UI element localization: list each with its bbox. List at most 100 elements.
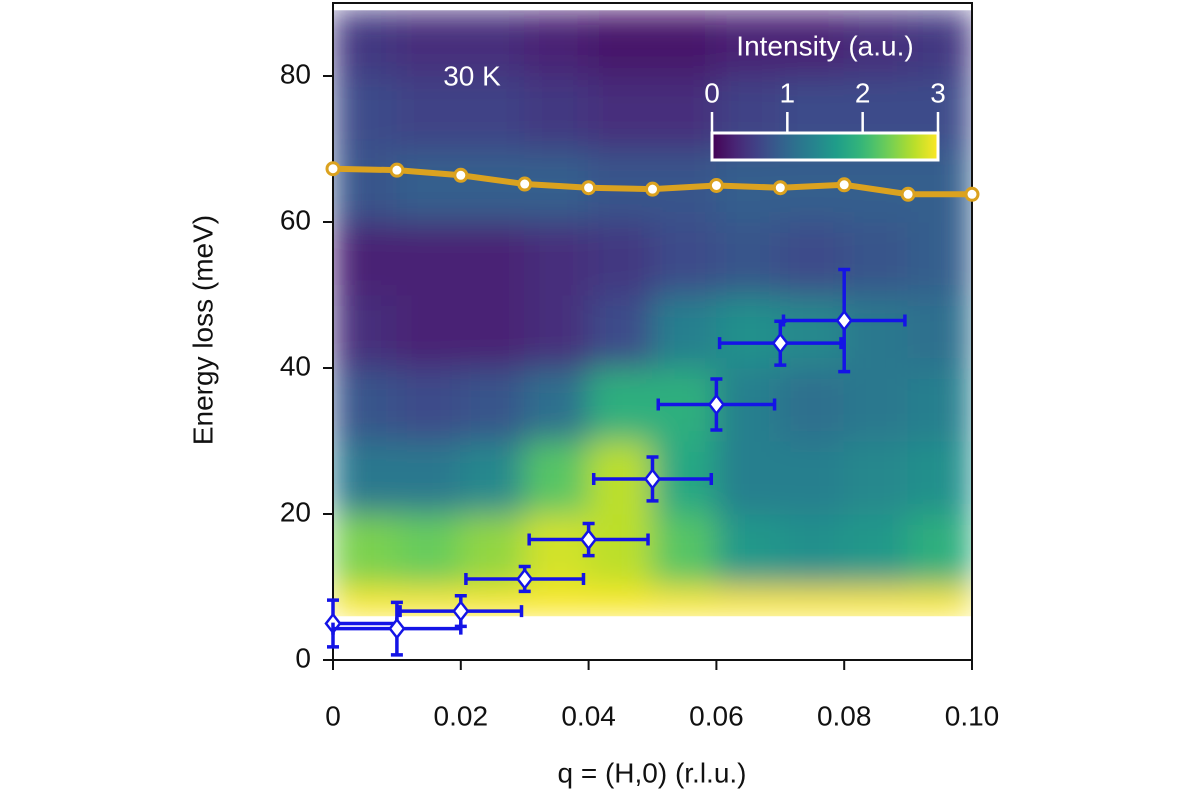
heatmap-cell: [588, 586, 653, 617]
heatmap-cell: [460, 294, 526, 369]
heatmap-cell: [907, 367, 972, 442]
heatmap-cell: [843, 221, 909, 296]
heatmap-cell: [524, 586, 590, 617]
point: [964, 186, 980, 202]
heatmap-cell: [396, 440, 462, 515]
heatmap-cell: [333, 440, 398, 515]
colorbar-tick-label: 1: [780, 77, 796, 108]
heatmap-cell: [715, 440, 781, 515]
heatmap-cell: [333, 513, 398, 588]
heatmap-cell: [396, 75, 462, 150]
heatmap-cell: [843, 513, 909, 588]
heatmap-cell: [588, 513, 653, 588]
heatmap-cell: [715, 221, 781, 296]
diamond-marker: [643, 467, 662, 490]
heatmap-cell: [524, 75, 590, 150]
heatmap-cell: [652, 75, 717, 150]
heatmap-cell: [588, 10, 653, 77]
y-axis-label: Energy loss (meV): [187, 215, 218, 445]
heatmap-cell: [652, 513, 717, 588]
heatmap-cell: [588, 221, 653, 296]
heatmap-cell: [396, 148, 462, 223]
point: [389, 162, 405, 178]
heatmap-cell: [843, 10, 909, 77]
x-axis-label: q = (H,0) (r.l.u.): [557, 757, 746, 788]
y-tick-label: 60: [280, 204, 311, 235]
heatmap-cell: [907, 586, 972, 617]
heatmap-cell: [396, 294, 462, 369]
heatmap-cell: [652, 221, 717, 296]
x-tick-label: 0.06: [689, 700, 744, 731]
heatmap-cell: [524, 10, 590, 77]
heatmap-cell: [779, 367, 845, 442]
heatmap-cell: [333, 148, 398, 223]
point: [772, 180, 788, 196]
heatmap-cell: [907, 513, 972, 588]
heatmap-cell: [460, 75, 526, 150]
heatmap: [333, 10, 972, 617]
heatmap-cells: [333, 10, 972, 617]
point: [453, 167, 469, 183]
heatmap-cell: [779, 440, 845, 515]
heatmap-cell: [524, 294, 590, 369]
heatmap-cell: [715, 294, 781, 369]
heatmap-cell: [907, 221, 972, 296]
heatmap-cell: [652, 10, 717, 77]
heatmap-cell: [779, 586, 845, 617]
diamond-marker: [707, 393, 725, 416]
heatmap-cell: [460, 221, 526, 296]
colorbar-tick-label: 0: [704, 77, 720, 108]
heatmap-cell: [524, 367, 590, 442]
colorbar-title: Intensity (a.u.): [736, 30, 913, 61]
heatmap-cell: [588, 75, 653, 150]
diamond-marker: [516, 567, 534, 591]
heatmap-cell: [907, 440, 972, 515]
heatmap-cell: [779, 10, 845, 77]
heatmap-cell: [333, 10, 398, 77]
y-tick-label: 20: [280, 496, 311, 527]
diamond-marker: [835, 309, 853, 332]
heatmap-cell: [843, 440, 909, 515]
diamond-marker: [771, 332, 789, 355]
plot-frame: [332, 2, 973, 661]
heatmap-cell: [333, 586, 398, 617]
point: [900, 186, 916, 202]
heatmap-cell: [715, 10, 781, 77]
heatmap-cell: [460, 10, 526, 77]
heatmap-cell: [588, 367, 653, 442]
heatmap-cell: [524, 513, 590, 588]
heatmap-cell: [907, 10, 972, 77]
heatmap-cell: [396, 513, 462, 588]
heatmap-cell: [333, 75, 398, 150]
y-tick-label: 80: [280, 58, 311, 89]
data-points: [324, 161, 980, 657]
point: [517, 176, 533, 192]
heatmap-cell: [460, 513, 526, 588]
y-tick-label: 0: [295, 642, 311, 673]
heatmap-cell: [843, 367, 909, 442]
heatmap-cell: [715, 513, 781, 588]
diamond-marker: [580, 528, 598, 551]
heatmap-cell: [396, 10, 462, 77]
heatmap-cell: [396, 221, 462, 296]
point: [836, 177, 852, 193]
heatmap-cell: [524, 440, 590, 515]
heatmap-cell: [652, 294, 717, 369]
heatmap-cell: [588, 294, 653, 369]
colorbar: [710, 131, 940, 162]
diamond-marker: [452, 600, 470, 623]
heatmap-cell: [652, 586, 717, 617]
point: [325, 161, 341, 177]
heatmap-cell: [843, 586, 909, 617]
x-tick-label: 0.10: [945, 700, 1000, 731]
annotation: 30 K: [443, 60, 501, 91]
point: [708, 178, 724, 193]
heatmap-cell: [460, 367, 526, 442]
heatmap-cell: [779, 221, 845, 296]
heatmap-cell: [779, 513, 845, 588]
heatmap-cell: [333, 294, 398, 369]
heatmap-cell: [907, 294, 972, 369]
heatmap-cell: [333, 367, 398, 442]
x-tick-label: 0: [325, 700, 341, 731]
